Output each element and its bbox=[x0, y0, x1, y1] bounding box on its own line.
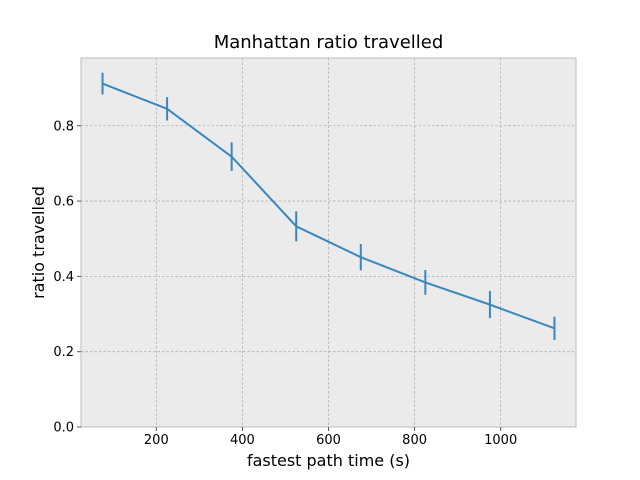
x-tick-label: 200 bbox=[144, 433, 169, 448]
y-tick-label: 0.0 bbox=[53, 421, 74, 436]
y-tick-label: 0.8 bbox=[53, 119, 74, 134]
x-axis-label: fastest path time (s) bbox=[247, 451, 410, 470]
x-tick-label: 800 bbox=[402, 433, 427, 448]
x-tick-label: 600 bbox=[316, 433, 341, 448]
y-tick-label: 0.6 bbox=[53, 195, 74, 210]
series-line bbox=[102, 82, 555, 330]
x-tick-label: 1000 bbox=[484, 433, 517, 448]
y-axis-label: ratio travelled bbox=[29, 186, 48, 299]
chart-title: Manhattan ratio travelled bbox=[214, 32, 444, 53]
y-tick-label: 0.2 bbox=[53, 345, 74, 360]
y-tick-label: 0.4 bbox=[53, 270, 74, 285]
tick-layer: 200 400 600 800 1000 0.0 0.2 0.4 0.6 0.8 bbox=[53, 119, 517, 448]
series-layer bbox=[101, 72, 556, 341]
x-tick-label: 400 bbox=[230, 433, 255, 448]
